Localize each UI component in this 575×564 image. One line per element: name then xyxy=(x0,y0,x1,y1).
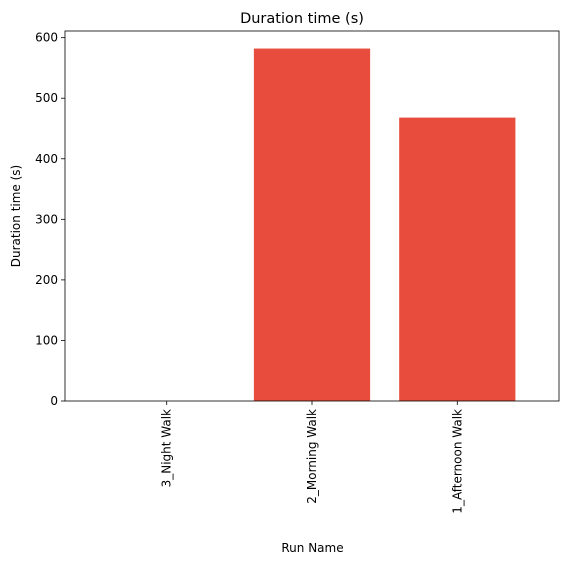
y-tick-label: 200 xyxy=(35,273,58,287)
y-tick-label: 100 xyxy=(35,333,58,347)
x-tick-label: 1_Afternoon Walk xyxy=(450,409,464,514)
y-axis-label: Duration time (s) xyxy=(9,165,23,267)
plot-area: 3_Night Walk 2_Morning Walk 1_Afternoon Wa… xyxy=(35,30,560,514)
bar xyxy=(253,48,371,402)
x-axis-label: Run Name xyxy=(281,541,343,555)
x-tick-label: 3_Night Walk xyxy=(160,409,174,487)
chart-title: Duration time (s) xyxy=(240,11,364,27)
y-tick-label: 600 xyxy=(35,31,58,45)
x-tick-label: 2_Morning Walk xyxy=(305,409,319,504)
y-tick-label: 500 xyxy=(35,91,58,105)
y-tick-label: 300 xyxy=(35,212,58,226)
y-tick-label: 400 xyxy=(35,152,58,166)
bar xyxy=(399,117,516,402)
axes-frame xyxy=(64,30,560,402)
y-tick-label: 0 xyxy=(50,394,58,408)
